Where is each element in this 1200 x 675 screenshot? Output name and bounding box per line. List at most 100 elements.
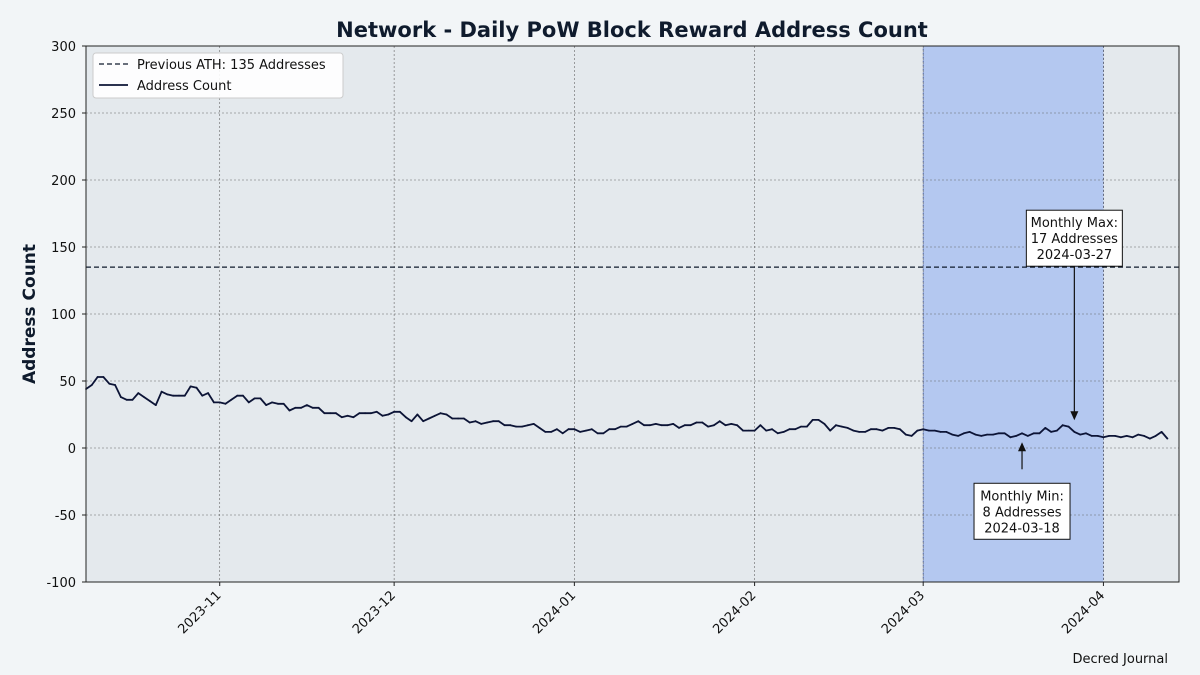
data-point bbox=[358, 412, 361, 415]
data-point bbox=[573, 428, 576, 431]
data-point bbox=[195, 386, 198, 389]
data-point bbox=[468, 421, 471, 424]
data-point bbox=[544, 431, 547, 433]
data-point bbox=[864, 431, 866, 433]
data-point bbox=[951, 433, 954, 436]
annotation-box bbox=[1025, 209, 1123, 267]
data-point bbox=[939, 431, 942, 433]
data-point bbox=[282, 402, 285, 405]
y-tick-label: 250 bbox=[51, 107, 76, 122]
data-point bbox=[590, 428, 593, 431]
data-point bbox=[428, 417, 430, 420]
y-tick-label: 100 bbox=[51, 308, 76, 323]
data-point bbox=[137, 392, 140, 394]
data-point bbox=[695, 421, 698, 424]
data-point bbox=[143, 396, 146, 398]
data-point bbox=[265, 404, 268, 406]
data-point bbox=[875, 428, 878, 431]
data-point bbox=[893, 427, 895, 429]
data-point bbox=[759, 424, 762, 427]
annotation-text: Monthly Max: bbox=[1031, 216, 1118, 231]
data-point bbox=[829, 429, 832, 432]
data-point bbox=[1154, 435, 1157, 437]
data-point bbox=[416, 413, 419, 416]
data-point bbox=[160, 390, 163, 393]
footer-credit: Decred Journal bbox=[1072, 652, 1168, 667]
data-point bbox=[300, 406, 302, 409]
data-point bbox=[532, 423, 535, 425]
data-point bbox=[1125, 435, 1128, 437]
y-tick-label: -50 bbox=[55, 509, 76, 524]
data-point bbox=[649, 424, 651, 427]
annotation-text: 2024-03-27 bbox=[1037, 248, 1113, 263]
data-point bbox=[561, 432, 564, 435]
data-point bbox=[794, 428, 797, 431]
data-point bbox=[538, 427, 541, 429]
data-point bbox=[1044, 427, 1047, 429]
data-point bbox=[120, 396, 122, 398]
data-point bbox=[364, 412, 366, 415]
data-point bbox=[253, 397, 256, 400]
data-point bbox=[747, 429, 750, 432]
data-point bbox=[1085, 432, 1087, 435]
data-point bbox=[183, 394, 186, 397]
data-point bbox=[207, 392, 210, 394]
data-point bbox=[1120, 436, 1122, 439]
data-point bbox=[335, 412, 337, 415]
data-point bbox=[236, 394, 239, 397]
data-point bbox=[945, 431, 948, 433]
data-point bbox=[713, 424, 715, 427]
y-tick-label: 300 bbox=[51, 40, 76, 55]
data-point bbox=[666, 424, 669, 427]
data-point bbox=[1114, 435, 1116, 437]
data-point bbox=[974, 433, 977, 436]
legend: Previous ATH: 135 Addresses Address Coun… bbox=[92, 52, 344, 99]
data-point bbox=[933, 429, 936, 432]
data-point bbox=[881, 429, 884, 432]
data-point bbox=[474, 420, 477, 423]
data-point bbox=[1079, 433, 1082, 436]
data-point bbox=[1015, 435, 1018, 437]
data-point bbox=[567, 428, 570, 431]
data-point bbox=[835, 424, 837, 427]
data-point bbox=[579, 431, 582, 433]
data-point bbox=[480, 423, 483, 425]
legend-box bbox=[92, 52, 344, 99]
annotation-text: Monthly Min: bbox=[980, 489, 1064, 504]
data-point bbox=[259, 397, 262, 400]
data-point bbox=[90, 384, 93, 386]
data-point bbox=[154, 404, 157, 406]
y-tick-label: -100 bbox=[46, 576, 76, 591]
data-point bbox=[497, 420, 500, 423]
x-axis: 2023-11 2023-12 2024-01 2024-02 2024-03 2024-… bbox=[176, 582, 1108, 637]
data-point bbox=[701, 421, 704, 424]
data-point bbox=[782, 431, 785, 433]
data-point bbox=[840, 425, 843, 428]
data-point bbox=[451, 417, 454, 420]
annotation-text: 17 Addresses bbox=[1031, 232, 1118, 247]
data-point bbox=[311, 406, 314, 409]
data-point bbox=[527, 424, 529, 427]
data-point bbox=[172, 394, 175, 397]
data-point bbox=[963, 432, 965, 435]
data-point bbox=[381, 414, 384, 417]
x-tick-label: 2024-02 bbox=[710, 588, 759, 637]
data-point bbox=[201, 394, 204, 397]
y-tick-label: 0 bbox=[68, 442, 76, 457]
data-point bbox=[131, 398, 134, 401]
chart-title: Network - Daily PoW Block Reward Address… bbox=[336, 18, 928, 42]
data-point bbox=[294, 406, 297, 409]
data-point bbox=[1149, 437, 1151, 440]
data-point bbox=[445, 413, 448, 416]
annotation-text: 2024-03-18 bbox=[984, 521, 1060, 536]
data-point bbox=[742, 429, 744, 432]
data-point bbox=[707, 425, 709, 428]
data-point bbox=[277, 402, 279, 405]
data-point bbox=[776, 432, 779, 435]
data-point bbox=[439, 412, 442, 415]
data-point bbox=[503, 424, 506, 427]
data-point bbox=[224, 402, 227, 405]
arrow-head-icon bbox=[1018, 442, 1027, 452]
